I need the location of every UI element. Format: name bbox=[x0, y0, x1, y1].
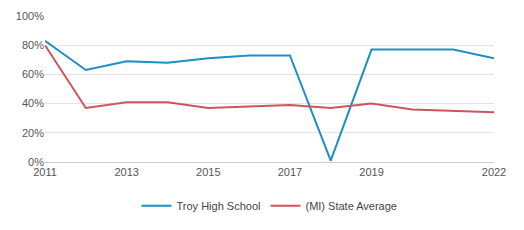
svg-text:(MI) State Average: (MI) State Average bbox=[305, 200, 397, 212]
svg-text:2017: 2017 bbox=[278, 166, 302, 178]
svg-text:2013: 2013 bbox=[114, 166, 138, 178]
svg-text:20%: 20% bbox=[22, 127, 44, 139]
svg-text:60%: 60% bbox=[22, 68, 44, 80]
svg-text:0%: 0% bbox=[28, 156, 44, 168]
svg-text:2022: 2022 bbox=[482, 166, 506, 178]
svg-text:2015: 2015 bbox=[196, 166, 220, 178]
svg-text:2019: 2019 bbox=[359, 166, 383, 178]
svg-text:40%: 40% bbox=[22, 97, 44, 109]
svg-text:100%: 100% bbox=[16, 10, 44, 22]
svg-text:2011: 2011 bbox=[33, 166, 57, 178]
svg-text:Troy High School: Troy High School bbox=[177, 200, 261, 212]
svg-text:80%: 80% bbox=[22, 39, 44, 51]
